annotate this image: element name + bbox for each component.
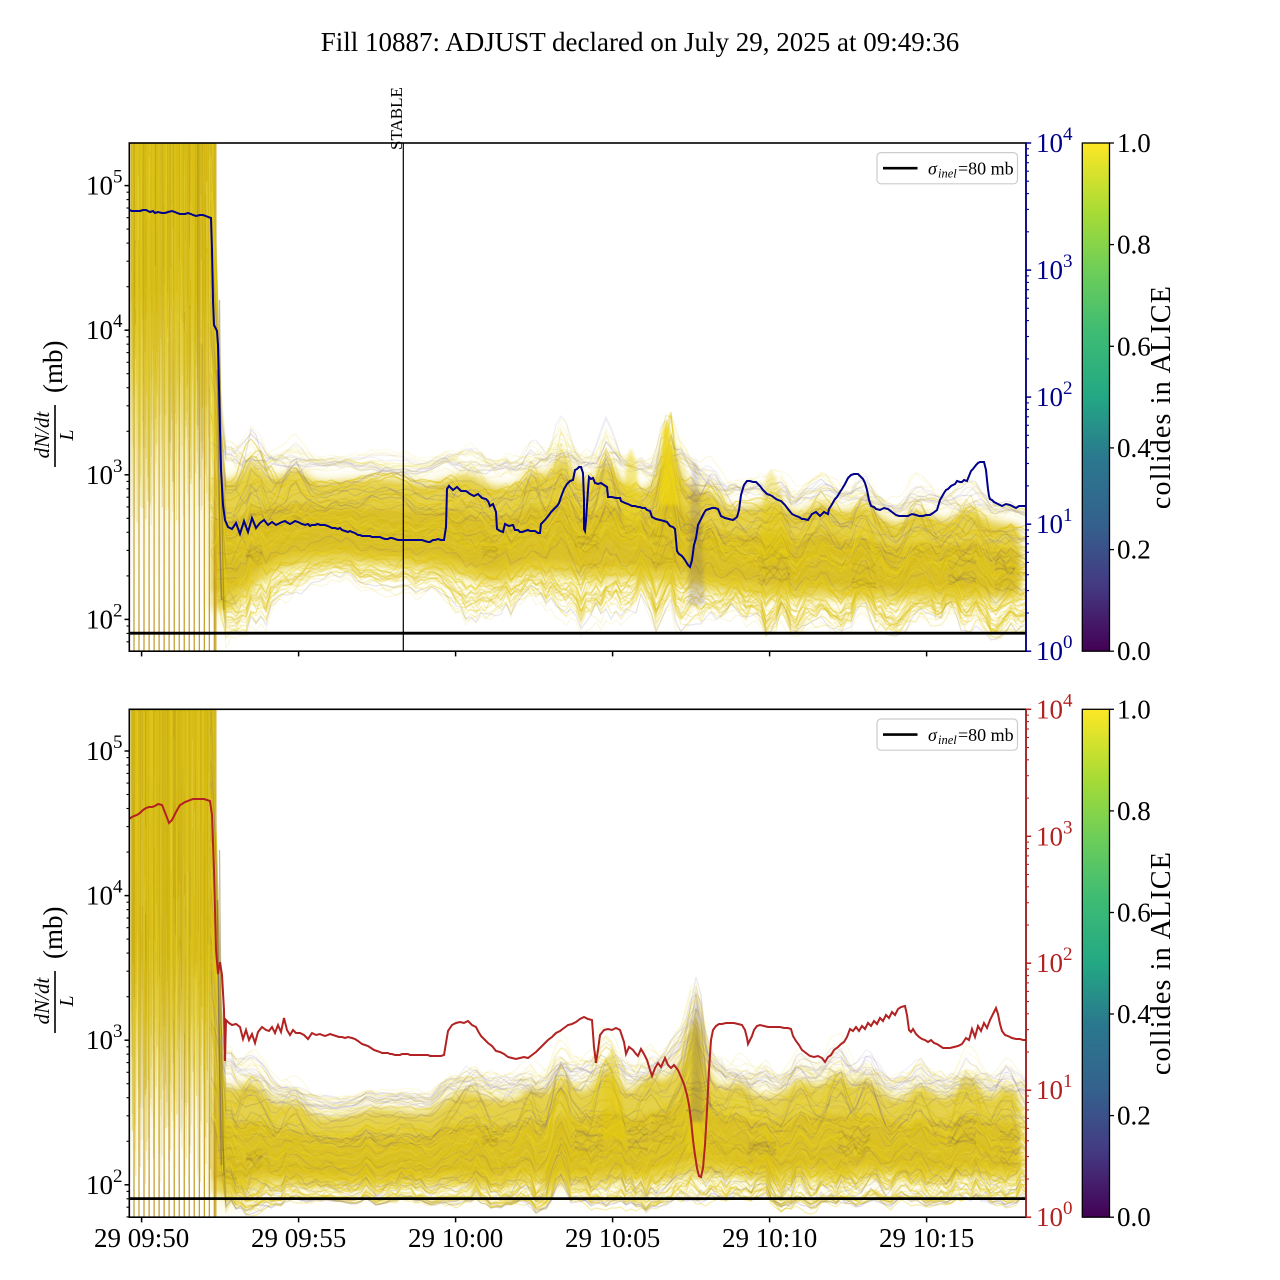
svg-text:0.0: 0.0	[1117, 1202, 1151, 1232]
svg-text:1: 1	[1063, 1071, 1073, 1092]
svg-text:10: 10	[86, 171, 113, 201]
svg-text:0.2: 0.2	[1117, 1101, 1151, 1131]
svg-text:2: 2	[1063, 378, 1073, 399]
svg-text:10: 10	[1036, 636, 1063, 666]
svg-text:3: 3	[113, 1021, 123, 1042]
svg-text:collides in ALICE: collides in ALICE	[1146, 851, 1177, 1075]
svg-text:0: 0	[1063, 1198, 1073, 1219]
svg-text:3: 3	[1063, 817, 1073, 838]
svg-text:10: 10	[1036, 1202, 1063, 1232]
svg-text:2: 2	[113, 1166, 123, 1187]
svg-text:0.6: 0.6	[1117, 331, 1151, 361]
svg-text:29 10:15: 29 10:15	[879, 1223, 974, 1253]
svg-text:10: 10	[86, 604, 113, 634]
svg-text:10: 10	[1036, 1075, 1063, 1105]
svg-text:dN/dt: dN/dt	[30, 411, 54, 459]
svg-text:10: 10	[86, 315, 113, 345]
svg-text:10: 10	[86, 1170, 113, 1200]
svg-text:10: 10	[1036, 128, 1063, 158]
svg-text:STABLE: STABLE	[387, 87, 406, 150]
svg-text:0.4: 0.4	[1117, 433, 1151, 463]
svg-text:4: 4	[1063, 124, 1073, 145]
svg-text:0.4: 0.4	[1117, 999, 1151, 1029]
svg-text:10: 10	[1036, 948, 1063, 978]
svg-text:2: 2	[113, 600, 123, 621]
svg-text:10: 10	[1036, 255, 1063, 285]
svg-text:10: 10	[86, 881, 113, 911]
svg-text:10: 10	[86, 460, 113, 490]
svg-text:10: 10	[1036, 694, 1063, 724]
svg-text:4: 4	[1063, 690, 1073, 711]
svg-text:1: 1	[1063, 505, 1073, 526]
svg-text:σ: σ	[928, 159, 938, 179]
svg-text:inel: inel	[938, 167, 957, 181]
svg-text:29 10:00: 29 10:00	[408, 1223, 503, 1253]
svg-text:10: 10	[1036, 382, 1063, 412]
svg-text:dN/dt: dN/dt	[30, 977, 54, 1025]
svg-text:29 09:55: 29 09:55	[251, 1223, 346, 1253]
svg-text:collides in ALICE: collides in ALICE	[1146, 285, 1177, 509]
svg-text:3: 3	[113, 456, 123, 477]
svg-text:0.8: 0.8	[1117, 230, 1151, 260]
svg-text:29 09:50: 29 09:50	[94, 1223, 189, 1253]
svg-text:5: 5	[113, 732, 123, 753]
svg-text:(mb): (mb)	[38, 907, 68, 959]
svg-text:0.0: 0.0	[1117, 636, 1151, 666]
svg-text:29 10:10: 29 10:10	[722, 1223, 817, 1253]
svg-text:5: 5	[113, 167, 123, 188]
svg-text:inel: inel	[938, 733, 957, 747]
svg-text:4: 4	[113, 311, 123, 332]
svg-text:0.2: 0.2	[1117, 535, 1151, 565]
svg-text:0.8: 0.8	[1117, 796, 1151, 826]
svg-text:1.0: 1.0	[1117, 694, 1151, 724]
svg-text:Fill 10887: ADJUST declared on: Fill 10887: ADJUST declared on July 29, …	[321, 27, 959, 57]
svg-text:10: 10	[1036, 821, 1063, 851]
svg-text:=80 mb: =80 mb	[958, 159, 1014, 179]
svg-text:10: 10	[86, 736, 113, 766]
svg-text:4: 4	[113, 877, 123, 898]
svg-text:0: 0	[1063, 632, 1073, 653]
svg-text:29 10:05: 29 10:05	[565, 1223, 660, 1253]
svg-text:10: 10	[1036, 509, 1063, 539]
svg-text:L: L	[56, 995, 78, 1007]
svg-text:=80 mb: =80 mb	[958, 725, 1014, 745]
svg-text:10: 10	[86, 1025, 113, 1055]
svg-text:3: 3	[1063, 251, 1073, 272]
svg-text:L: L	[56, 429, 78, 441]
svg-text:(mb): (mb)	[38, 341, 68, 393]
svg-text:1.0: 1.0	[1117, 128, 1151, 158]
svg-text:0.6: 0.6	[1117, 898, 1151, 928]
svg-text:2: 2	[1063, 944, 1073, 965]
svg-text:σ: σ	[928, 725, 938, 745]
